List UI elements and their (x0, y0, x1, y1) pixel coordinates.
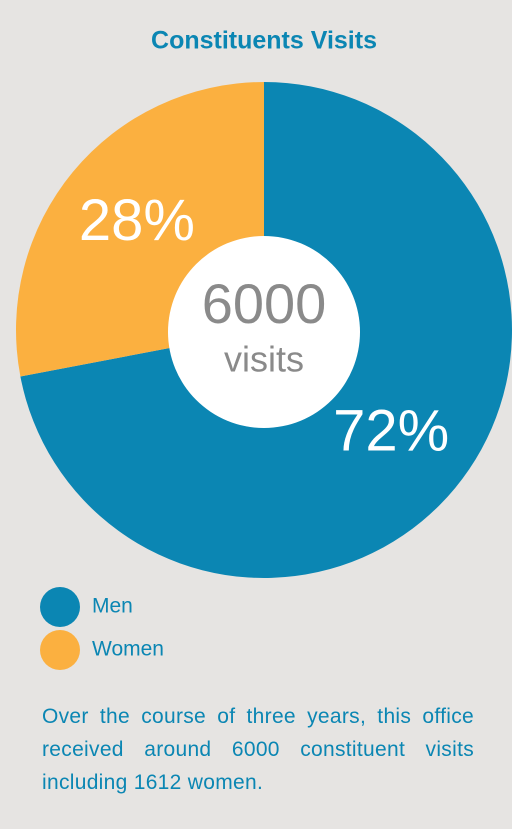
legend-swatch (40, 630, 80, 670)
value-label: 28% (79, 188, 195, 253)
center-hole (168, 236, 360, 428)
legend-label: Women (92, 638, 164, 661)
legend-swatch (40, 587, 80, 627)
value-label: 72% (333, 399, 449, 464)
chart-title: Constituents Visits (151, 27, 377, 55)
center-label: visits (224, 339, 304, 380)
legend-label: Men (92, 595, 133, 618)
center-value: 6000 (202, 272, 327, 335)
note: Over the course of three years, this off… (42, 705, 474, 794)
